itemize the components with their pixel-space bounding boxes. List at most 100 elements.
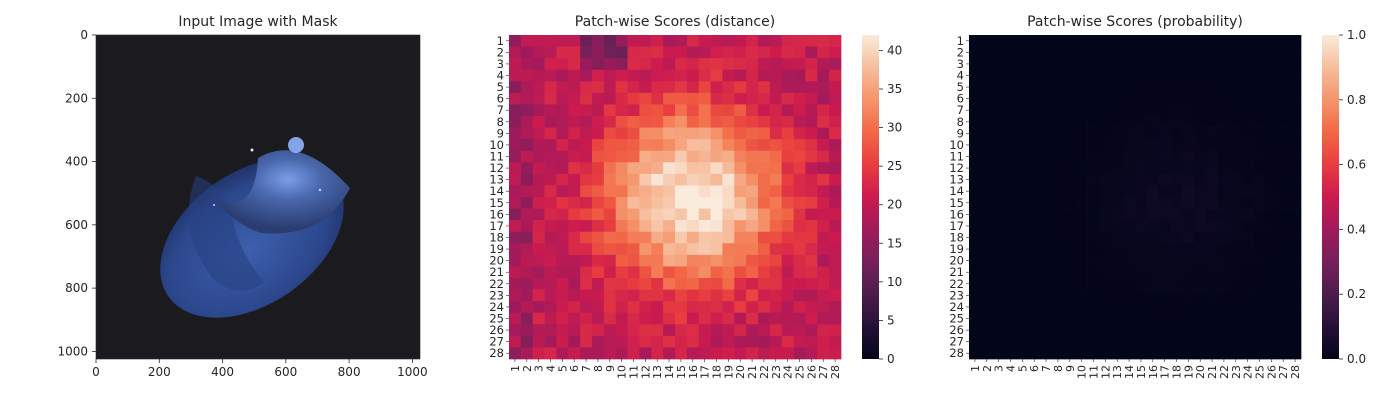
row-label: 26	[949, 323, 964, 337]
heatmap-cell	[627, 278, 640, 290]
heatmap-cell	[1218, 289, 1231, 302]
heatmap-cell	[1265, 185, 1278, 198]
heatmap-cell	[1170, 254, 1183, 267]
heatmap-cell	[793, 289, 806, 302]
heatmap-cell	[1218, 150, 1231, 163]
heatmap-cell	[532, 92, 545, 105]
heatmap-cell	[817, 92, 830, 105]
heatmap-cell	[746, 69, 759, 82]
heatmap-cell	[1146, 173, 1160, 186]
heatmap-cell	[969, 185, 982, 198]
heatmap-cell	[568, 92, 581, 105]
heatmap-cell	[580, 35, 593, 47]
row-label: 15	[489, 196, 504, 210]
heatmap-cell	[675, 301, 688, 314]
heatmap-cell	[1206, 347, 1219, 360]
heatmap-cell	[580, 69, 593, 82]
heatmap-cell	[1135, 312, 1148, 325]
heatmap-cell	[520, 92, 534, 105]
heatmap-cell	[580, 58, 593, 71]
heatmap-cell	[710, 150, 723, 163]
heatmap-cell	[686, 347, 700, 360]
heatmap-cell	[710, 254, 723, 267]
heatmap-cell	[969, 289, 982, 302]
image-ytick-label: 600	[65, 218, 88, 232]
heatmap-cell	[805, 127, 818, 140]
heatmap-cell	[603, 220, 617, 233]
heatmap-cell	[722, 185, 735, 198]
heatmap-cell	[1052, 69, 1065, 82]
heatmap-cell	[592, 243, 605, 256]
col-label: 10	[616, 365, 629, 379]
heatmap-cell	[1135, 81, 1148, 94]
heatmap-cell	[1194, 278, 1207, 290]
heatmap-cell	[1146, 254, 1160, 267]
heatmap-cell	[992, 185, 1005, 198]
heatmap-cell	[734, 58, 747, 71]
heatmap-cell	[1182, 150, 1195, 163]
heatmap-cell	[805, 104, 818, 117]
heatmap-cell	[509, 162, 522, 175]
heatmap-cell	[603, 162, 617, 175]
heatmap-cell	[1075, 266, 1088, 279]
heatmap-cell	[1063, 127, 1077, 140]
heatmap-cell	[781, 243, 794, 256]
heatmap-cell	[1123, 69, 1136, 82]
heatmap-cell	[544, 92, 557, 105]
heatmap-cell	[1229, 81, 1243, 94]
row-label: 10	[949, 138, 964, 152]
heatmap-cell	[1063, 231, 1077, 244]
heatmap-cell	[769, 347, 783, 360]
heatmap-cell	[651, 35, 664, 47]
colorbar-tick-label: 0.4	[1347, 222, 1366, 236]
heatmap-cell	[1135, 162, 1148, 175]
heatmap-cell	[1206, 312, 1219, 325]
heatmap-cell	[615, 312, 628, 325]
heatmap-cell	[992, 220, 1005, 233]
heatmap-cell	[627, 162, 640, 175]
heatmap-cell	[520, 104, 534, 117]
col-label: 1	[969, 365, 982, 372]
heatmap-cell	[675, 104, 688, 117]
heatmap-cell	[509, 46, 522, 59]
heatmap-cell	[992, 208, 1005, 221]
heatmap-cell	[615, 35, 628, 47]
heatmap-cell	[686, 150, 700, 163]
heatmap-cell	[651, 162, 664, 175]
heatmap-cell	[651, 173, 664, 186]
heatmap-cell	[1194, 92, 1207, 105]
heatmap-cell	[769, 301, 783, 314]
heatmap-cell	[1158, 92, 1171, 105]
heatmap-cell	[592, 254, 605, 267]
heatmap-cell	[1194, 104, 1207, 117]
heatmap-cell	[805, 46, 818, 59]
row-label: 23	[949, 288, 964, 302]
heatmap-cell	[1206, 162, 1219, 175]
heatmap-cell	[1004, 278, 1017, 290]
col-label: 8	[1052, 365, 1065, 372]
heatmap-cell	[603, 35, 617, 47]
heatmap-cell	[829, 231, 842, 244]
heatmap-cell	[615, 46, 628, 59]
col-label: 19	[722, 365, 735, 379]
distance-heatmap-panel: Patch-wise Scores (distance) 12345678910…	[489, 14, 902, 379]
col-label: 18	[711, 365, 724, 379]
heatmap-cell	[639, 173, 652, 186]
heatmap-cell	[544, 312, 557, 325]
heatmap-cell	[1040, 81, 1053, 94]
col-label: 20	[734, 365, 747, 379]
heatmap-cell	[592, 127, 605, 140]
heatmap-cell	[544, 220, 557, 233]
heatmap-cell	[1099, 58, 1112, 71]
heatmap-cell	[1063, 185, 1077, 198]
heatmap-cell	[829, 324, 842, 337]
heatmap-cell	[1111, 335, 1124, 348]
heatmap-cell	[615, 185, 628, 198]
heatmap-cell	[639, 104, 652, 117]
heatmap-cell	[580, 335, 593, 348]
heatmap-cell	[1241, 347, 1254, 360]
heatmap-cell	[1182, 46, 1195, 59]
heatmap-cell	[710, 127, 723, 140]
row-label: 4	[497, 69, 504, 83]
heatmap-cell	[1123, 150, 1136, 163]
